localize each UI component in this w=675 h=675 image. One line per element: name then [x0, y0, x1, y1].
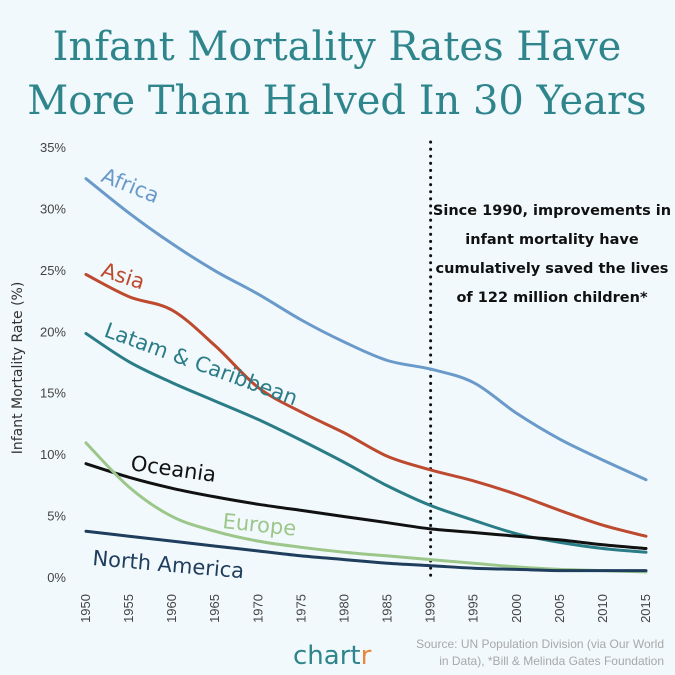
series-line-oceania [84, 462, 648, 550]
x-tick-label: 2010 [595, 594, 610, 623]
series-label-africa: Africa [98, 163, 163, 208]
series-line-latam-caribbean [84, 332, 648, 554]
series-label-asia: Asia [98, 258, 147, 294]
chart-title-line-2: More Than Halved In 30 Years [27, 78, 646, 124]
x-tick-label: 2015 [638, 594, 653, 623]
x-tick-label: 1975 [293, 594, 308, 623]
chart-title: Infant Mortality Rates Have More Than Ha… [27, 24, 646, 124]
x-axis-ticks: 1950 1955 1960 1965 1970 1975 1980 1985 1990 1995… [78, 594, 653, 623]
series-line-asia [84, 273, 648, 538]
x-tick-label: 1960 [164, 594, 179, 623]
annotation-line-4: of 122 million children* [456, 290, 648, 306]
chartr-logo-accent: r [361, 641, 372, 671]
annotation: Since 1990, improvements in infant morta… [433, 203, 671, 306]
y-tick-label: 20% [40, 324, 66, 339]
x-tick-label: 1980 [336, 594, 351, 623]
x-tick-label: 1955 [121, 594, 136, 623]
series-line-africa [84, 177, 648, 482]
x-tick-label: 2000 [509, 594, 524, 623]
x-tick-label: 1970 [250, 594, 265, 623]
chartr-logo: chartr [293, 641, 372, 671]
x-tick-label: 1990 [423, 594, 438, 623]
chartr-logo-main: chart [293, 641, 361, 671]
series-line-north-america [84, 529, 648, 573]
series-label-north-america: North America [92, 546, 246, 583]
y-tick-label: 10% [40, 447, 66, 462]
y-axis-ticks: 0% 5% 10% 15% 20% 25% 30% 35% [40, 140, 66, 585]
source-line-1: Source: UN Population Division (via Our … [416, 637, 664, 651]
y-tick-label: 30% [40, 201, 66, 216]
y-tick-label: 15% [40, 386, 66, 401]
x-tick-label: 1950 [78, 594, 93, 623]
annotation-line-2: infant mortality have [465, 232, 639, 248]
y-tick-label: 0% [47, 570, 66, 585]
chart-title-line-1: Infant Mortality Rates Have [53, 24, 622, 70]
source-line-2: in Data), *Bill & Melinda Gates Foundati… [439, 654, 664, 668]
annotation-line-1: Since 1990, improvements in [433, 203, 671, 219]
y-tick-label: 5% [47, 509, 66, 524]
y-axis-label: Infant Mortality Rate (%) [10, 282, 26, 455]
x-tick-label: 2005 [552, 594, 567, 623]
annotation-line-3: cumulatively saved the lives [436, 261, 669, 277]
x-tick-label: 1965 [207, 594, 222, 623]
x-tick-label: 1995 [466, 594, 481, 623]
y-tick-label: 25% [40, 263, 66, 278]
x-tick-label: 1985 [380, 594, 395, 623]
y-tick-label: 35% [40, 140, 66, 155]
series-lines [84, 177, 648, 574]
